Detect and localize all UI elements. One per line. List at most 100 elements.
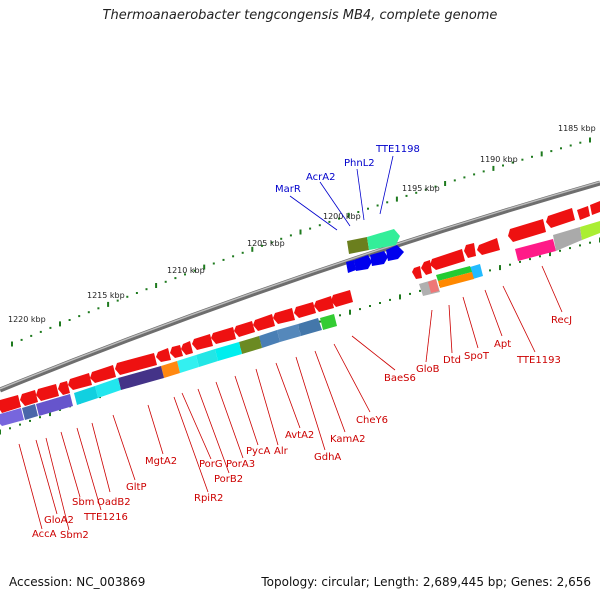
gene-block-dtd[interactable] <box>438 272 474 288</box>
gene-block-mgtA2[interactable] <box>118 366 164 390</box>
scale-tick-inner <box>39 416 41 419</box>
gene-block-porA3[interactable] <box>196 349 218 367</box>
gene-block-cheY6[interactable] <box>320 314 337 330</box>
gene-label-kamA2[interactable]: KamA2 <box>330 434 365 445</box>
gene-arrow-rev-2[interactable] <box>577 206 590 220</box>
gene-arrow-rev-1[interactable] <box>590 201 600 215</box>
gene-arrow-rev-19[interactable] <box>170 345 183 358</box>
gene-block-alr[interactable] <box>239 336 262 354</box>
gene-arrow-rev-9[interactable] <box>412 266 422 279</box>
genome-backbone <box>0 180 600 393</box>
gene-arrow-rev-7[interactable] <box>430 249 465 270</box>
gene-block-recJ[interactable] <box>515 239 556 261</box>
gene-label-tte1198[interactable]: TTE1198 <box>375 144 420 155</box>
scale-tick-outer <box>405 194 408 197</box>
gene-label-sbm2[interactable]: Sbm2 <box>60 530 89 541</box>
gene-arrow-rev-16[interactable] <box>211 327 236 344</box>
gene-arrow-rev-8[interactable] <box>421 260 432 275</box>
gene-label-mgtA2[interactable]: MgtA2 <box>145 456 177 467</box>
gene-block-porG[interactable] <box>161 361 180 378</box>
gene-block-gdhA[interactable] <box>277 324 301 342</box>
gene-block-lime[interactable] <box>580 221 600 240</box>
scale-tick-outer <box>299 229 302 235</box>
gene-arrow-rev-18[interactable] <box>181 341 193 355</box>
gene-arrow-rev-5[interactable] <box>477 238 500 255</box>
gene-block-pycA[interactable] <box>215 342 242 361</box>
gene-label-tte1193[interactable]: TTE1193 <box>516 355 561 366</box>
gene-label-gloA2[interactable]: GloA2 <box>44 515 74 526</box>
scale-tick-outer <box>212 262 215 265</box>
gene-arrow-rev-10[interactable] <box>331 290 353 307</box>
gene-arrow-rev-25[interactable] <box>36 384 59 401</box>
gene-block-apt[interactable] <box>470 264 483 279</box>
gene-label-gloB[interactable]: GloB <box>416 364 440 375</box>
gene-label-gdhA[interactable]: GdhA <box>314 452 341 463</box>
gene-block-gltP[interactable] <box>95 378 121 398</box>
gene-label-dtd[interactable]: Dtd <box>443 355 461 366</box>
gene-arrow-rev-12[interactable] <box>294 302 316 318</box>
gene-arrow-rev-20[interactable] <box>156 348 171 362</box>
scale-tick-inner <box>549 251 551 257</box>
gene-arrow-rev-14[interactable] <box>253 314 275 331</box>
scale-tick-outer <box>560 147 562 150</box>
scale-tick-outer <box>270 241 273 244</box>
gene-arrow-fwd-3[interactable] <box>370 251 388 266</box>
gene-arrow-fwd-1[interactable] <box>346 260 356 273</box>
gene-label-rpiR2[interactable]: RpiR2 <box>194 493 223 504</box>
gene-arrow-rev-13[interactable] <box>273 308 295 324</box>
gene-arrow-rev-23[interactable] <box>68 373 92 390</box>
gene-arrow-fwd-4[interactable] <box>386 245 404 261</box>
gene-label-phnL2[interactable]: PhnL2 <box>344 158 375 169</box>
gene-label-acrA2[interactable]: AcrA2 <box>306 172 335 183</box>
gene-label-porG[interactable]: PorG <box>199 459 223 470</box>
gene-label-porB2[interactable]: PorB2 <box>214 474 243 485</box>
gene-arrow-rev-6[interactable] <box>464 243 476 258</box>
gene-label-recJ[interactable]: RecJ <box>551 315 572 326</box>
gene-label-cheY6[interactable]: CheY6 <box>356 415 388 426</box>
gene-block-marR[interactable] <box>347 237 369 254</box>
gene-arrow-rev-3[interactable] <box>546 208 575 228</box>
gene-arrow-fwd-2[interactable] <box>354 255 372 271</box>
gene-arrow-rev-11[interactable] <box>314 296 334 312</box>
gene-block-sbm2[interactable] <box>22 404 38 420</box>
gene-block-oadB2[interactable] <box>74 386 98 405</box>
gene-arrow-rev-26[interactable] <box>20 390 38 406</box>
gene-arrow-rev-4[interactable] <box>508 219 546 242</box>
gene-block-spoT[interactable] <box>436 266 472 281</box>
gene-label-sbm[interactable]: Sbm <box>72 497 94 508</box>
gene-label-accA[interactable]: AccA <box>32 529 57 540</box>
gene-arrow-rev-22[interactable] <box>90 365 116 383</box>
gene-label-pycA[interactable]: PycA <box>246 446 270 457</box>
gene-block-gloB-pink[interactable] <box>428 279 439 293</box>
gene-arrow-rev-17[interactable] <box>192 334 213 350</box>
callout-lines <box>18 155 563 531</box>
reverse-gene-blocks-lower <box>0 314 337 426</box>
gene-block-acrA2[interactable] <box>367 229 400 250</box>
gene-label-avtA2[interactable]: AvtA2 <box>285 430 314 441</box>
gene-label-tte1216[interactable]: TTE1216 <box>83 512 128 523</box>
gene-label-alr[interactable]: Alr <box>274 446 289 457</box>
scale-tick-inner <box>379 302 381 304</box>
gene-label-apt[interactable]: Apt <box>494 339 511 350</box>
gene-block-porB2[interactable] <box>177 355 199 373</box>
gene-label-gltP[interactable]: GltP <box>126 482 146 493</box>
scale-tick-inner <box>0 429 1 435</box>
gene-block-recJ-gray[interactable] <box>553 227 582 251</box>
scale-tick-inner <box>419 289 421 292</box>
gene-block-avtA2[interactable] <box>259 330 280 348</box>
scale-tick-outer <box>589 137 591 143</box>
gene-arrow-rev-24[interactable] <box>58 381 70 395</box>
gene-label-marR[interactable]: MarR <box>275 184 301 195</box>
gene-label-porA3[interactable]: PorA3 <box>226 459 255 470</box>
gene-arrow-rev-21[interactable] <box>115 353 157 375</box>
scale-tick-outer <box>453 179 456 182</box>
gene-block-gloA2[interactable] <box>0 408 24 426</box>
scale-tick-outer <box>338 217 340 220</box>
gene-label-oadB2[interactable]: OadB2 <box>97 497 131 508</box>
gene-arrow-rev-15[interactable] <box>234 321 255 337</box>
gene-label-baeS6[interactable]: BaeS6 <box>384 373 416 384</box>
gene-block-kamA2[interactable] <box>298 318 322 336</box>
gene-block-sbm[interactable] <box>36 394 73 416</box>
gene-label-spoT[interactable]: SpoT <box>464 351 490 362</box>
gene-arrow-rev-27[interactable] <box>0 395 21 413</box>
